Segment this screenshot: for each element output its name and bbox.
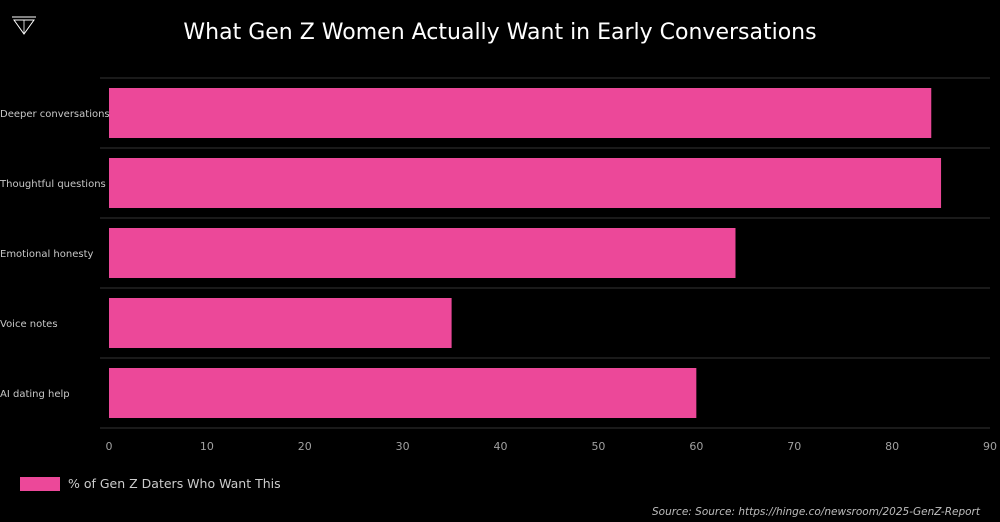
x-tick-label: 10 xyxy=(200,440,214,453)
category-label: Thoughtful questions xyxy=(0,179,106,190)
x-tick-label: 30 xyxy=(396,440,410,453)
triangle-down-logo-icon xyxy=(12,16,36,35)
bar xyxy=(109,298,452,348)
bar xyxy=(109,88,932,138)
bar xyxy=(109,158,942,208)
category-label: Voice notes xyxy=(0,319,58,330)
legend-label: % of Gen Z Daters Who Want This xyxy=(68,476,281,491)
source-note: Source: Source: https://hinge.co/newsroo… xyxy=(651,506,980,518)
x-tick-label: 20 xyxy=(298,440,312,453)
category-label: Deeper conversations xyxy=(0,109,110,120)
chart-title: What Gen Z Women Actually Want in Early … xyxy=(183,20,817,45)
x-tick-label: 90 xyxy=(983,440,997,453)
x-tick-label: 70 xyxy=(787,440,801,453)
x-tick-label: 60 xyxy=(689,440,703,453)
x-tick-label: 40 xyxy=(494,440,508,453)
bar-chart: Deeper conversations Thoughtful questions… xyxy=(0,77,997,453)
bar xyxy=(109,228,736,278)
bar xyxy=(109,368,697,418)
x-tick-label: 0 xyxy=(106,440,113,453)
legend-swatch xyxy=(20,476,60,491)
x-tick-label: 80 xyxy=(885,440,899,453)
legend[interactable]: % of Gen Z Daters Who Want This xyxy=(20,476,281,491)
x-tick-label: 50 xyxy=(591,440,605,453)
category-label: Emotional honesty xyxy=(0,249,93,260)
category-label: AI dating help xyxy=(0,389,70,400)
